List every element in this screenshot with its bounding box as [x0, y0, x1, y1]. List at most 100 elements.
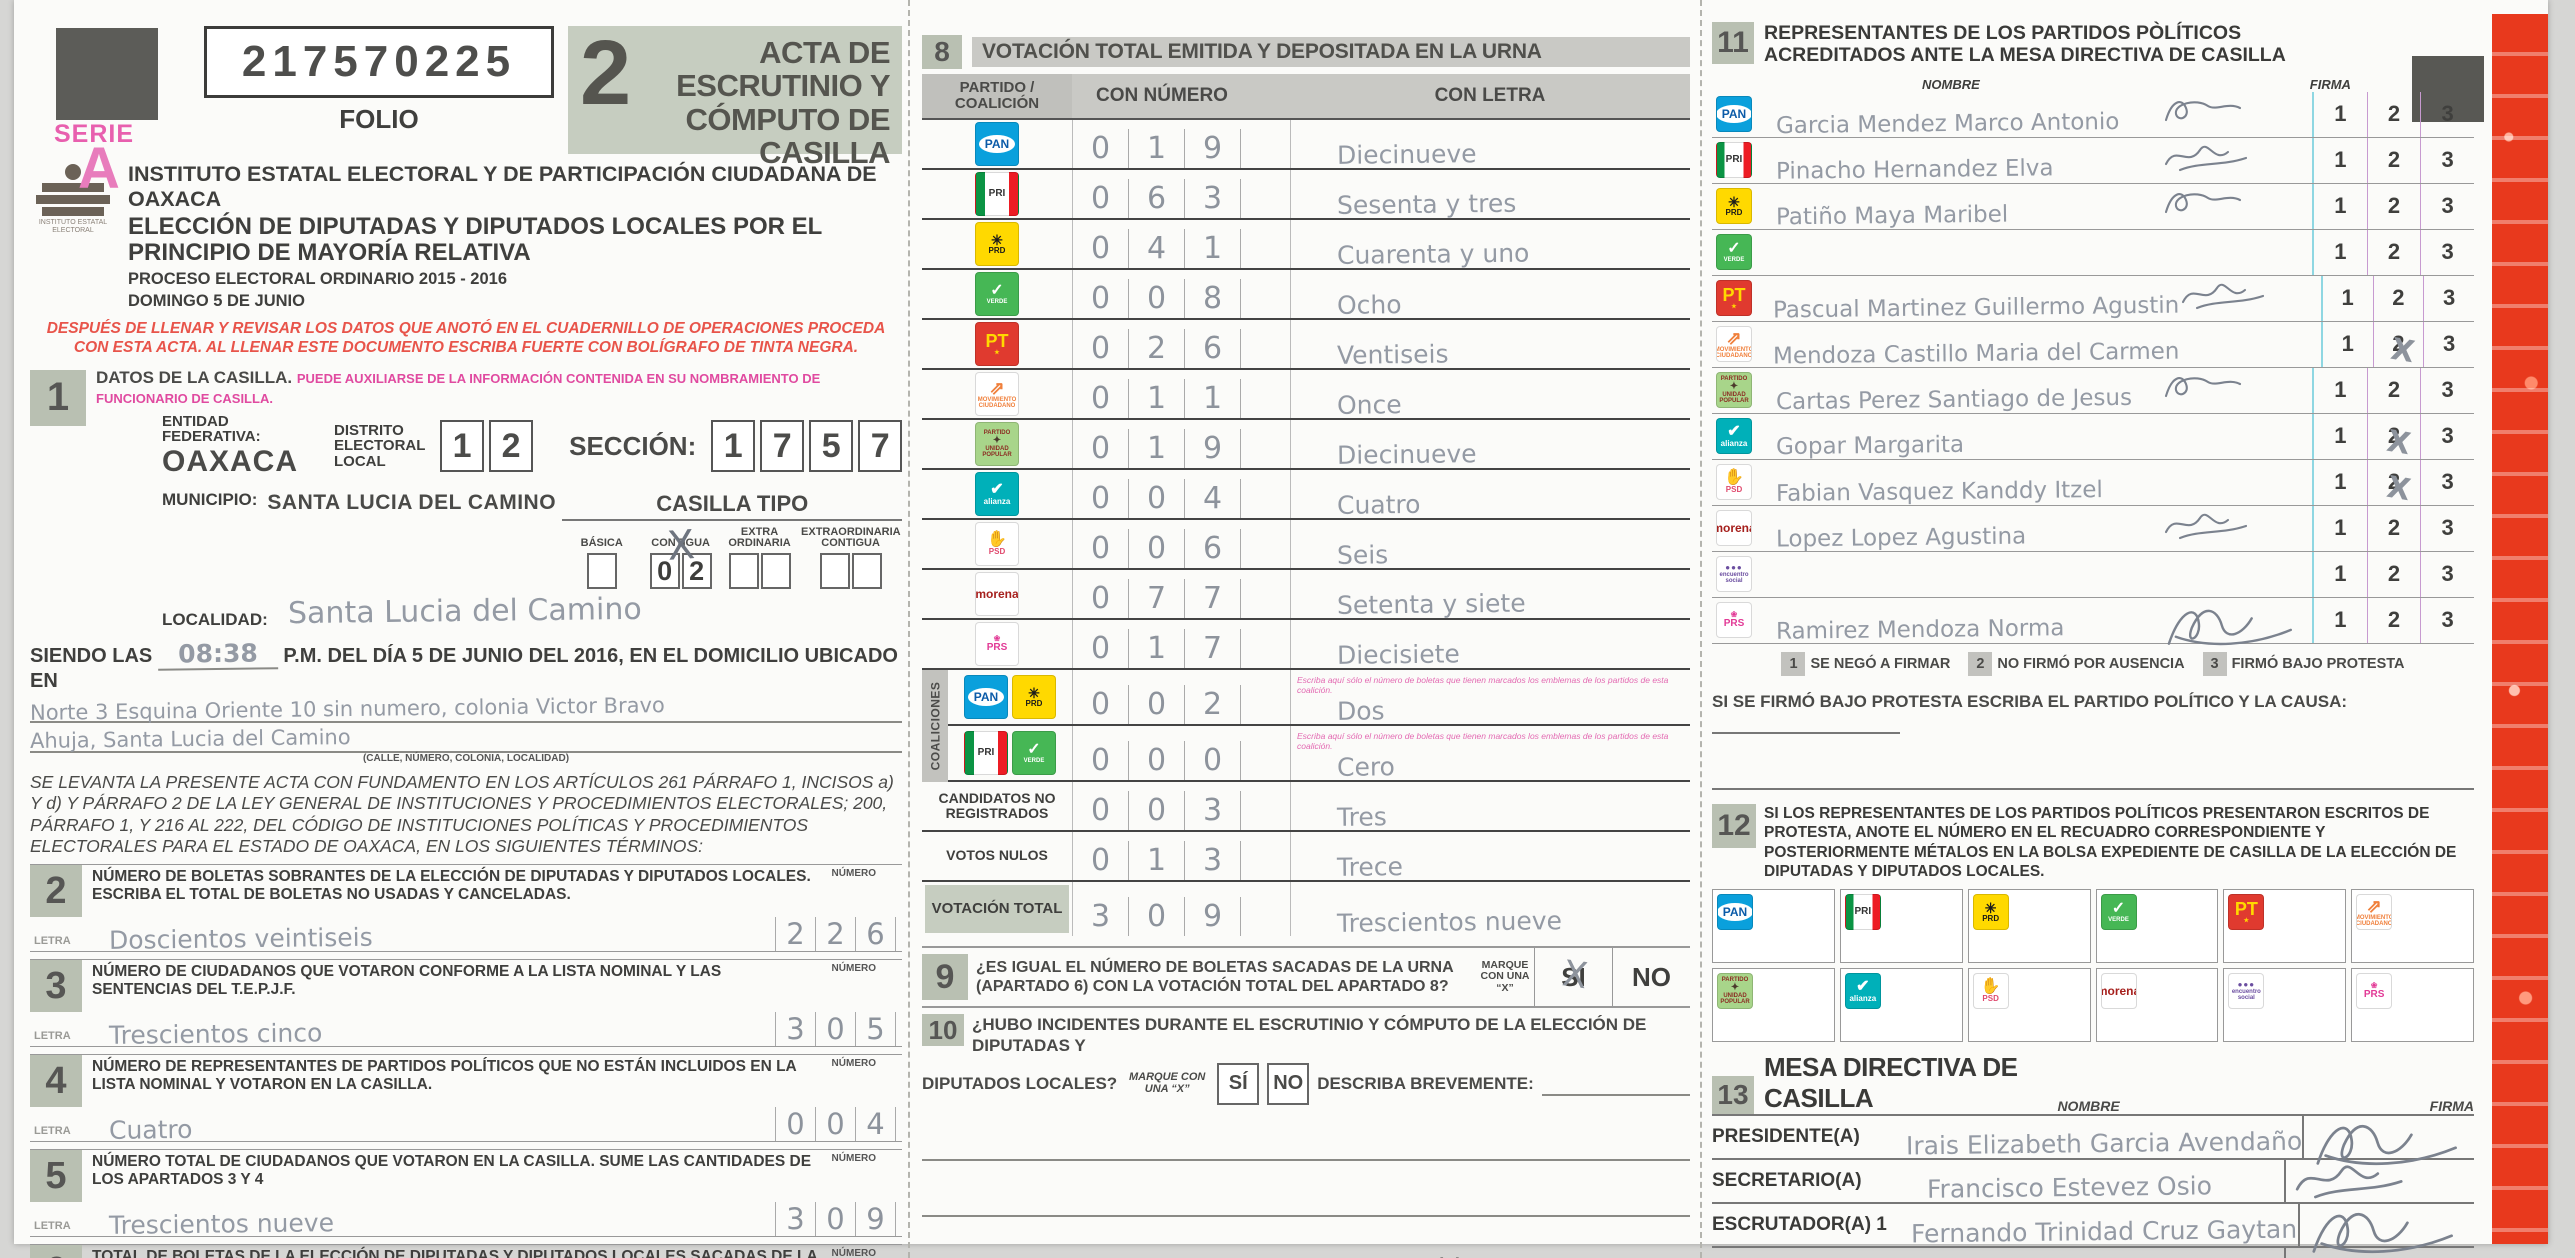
- status-box-3[interactable]: 3: [2420, 137, 2474, 183]
- rep-firma-pan[interactable]: [2162, 92, 2312, 137]
- mesa-name[interactable]: Irais Elizabeth Garcia Avendaño: [1905, 1126, 2303, 1161]
- rep-name-pt[interactable]: Pascual Martinez Guillermo Agustin: [1772, 292, 2180, 324]
- status-box-3[interactable]: 3: [2420, 551, 2474, 597]
- vote-letra-cell[interactable]: Once: [1290, 370, 1690, 420]
- domicilio-line-1[interactable]: Norte 3 Esquina Oriente 10 sin numero, c…: [29, 693, 665, 725]
- rep-name-pan[interactable]: Garcia Mendez Marco Antonio: [1775, 108, 2120, 139]
- rep-name-mc[interactable]: Mendoza Castillo Maria del Carmen: [1772, 338, 2180, 370]
- mesa-firma[interactable]: [2302, 1116, 2474, 1166]
- status-box-2[interactable]: 2: [2366, 551, 2421, 597]
- status-box-1[interactable]: 1: [2334, 239, 2347, 265]
- section-9-no-option[interactable]: NO: [1612, 948, 1690, 1006]
- seccion-digit[interactable]: 7: [858, 420, 903, 473]
- status-box-3[interactable]: 3: [2420, 597, 2474, 643]
- mesa-name[interactable]: Gisela Calderon Sanchez: [1927, 1248, 2284, 1258]
- status-box-3[interactable]: 3: [2420, 183, 2474, 229]
- seccion-digit[interactable]: 1: [711, 420, 756, 473]
- status-box-1[interactable]: 1: [2334, 193, 2347, 219]
- describa-line[interactable]: [1541, 1072, 1690, 1096]
- protest-box-es[interactable]: ●●● encuentro social: [2223, 968, 2347, 1043]
- status-box-3[interactable]: 3: [2420, 229, 2474, 275]
- protest-box-psd[interactable]: ✋ PSD: [1967, 968, 2091, 1043]
- status-box-1[interactable]: 1: [2334, 423, 2347, 449]
- status-box-2[interactable]: 2: [2366, 229, 2421, 275]
- vote-letra-cell[interactable]: Escriba aquí sólo el número de boletas q…: [1290, 670, 1690, 726]
- section-10-si-box[interactable]: SÍ: [1217, 1062, 1260, 1105]
- status-box-2[interactable]: 2: [2366, 597, 2421, 643]
- vote-letra-cell[interactable]: Sesenta y tres: [1290, 170, 1690, 220]
- letra-value[interactable]: Trescientos cinco: [108, 1018, 323, 1051]
- letra-value[interactable]: Doscientos veintiseis: [108, 923, 373, 956]
- rep-firma-pri[interactable]: [2162, 138, 2312, 183]
- status-box-2[interactable]: 2: [2366, 91, 2421, 137]
- rep-name-es[interactable]: [1776, 552, 2162, 597]
- rep-firma-pt[interactable]: [2179, 276, 2321, 321]
- incident-line-1[interactable]: [922, 1105, 1690, 1161]
- status-box-1[interactable]: 1: [2334, 147, 2347, 173]
- status-box-1[interactable]: 1: [2334, 607, 2347, 633]
- rep-firma-es[interactable]: [2162, 552, 2312, 597]
- status-box-3[interactable]: 3: [2420, 413, 2474, 459]
- extra-box-1[interactable]: [728, 553, 759, 590]
- extcont-box-1[interactable]: [819, 553, 850, 590]
- vote-letra-cell[interactable]: Setenta y siete: [1290, 570, 1690, 620]
- protest-box-verde[interactable]: ✓ VERDE: [2095, 889, 2219, 964]
- vote-letra-cell[interactable]: Trescientos nueve: [1290, 882, 1690, 938]
- protest-box-pan[interactable]: PAN: [1712, 889, 1835, 964]
- protest-box-prd[interactable]: ✳ PRD: [1967, 889, 2091, 964]
- mesa-name[interactable]: Francisco Estevez Osio: [1926, 1171, 2213, 1205]
- status-box-3[interactable]: 3: [2420, 505, 2474, 551]
- rep-firma-prd[interactable]: [2162, 184, 2312, 229]
- protest-box-alianza[interactable]: ✔ alianza: [1839, 968, 1963, 1043]
- rep-name-psd[interactable]: Fabian Vasquez Kanddy Itzel: [1775, 476, 2103, 507]
- rep-name-pri[interactable]: Pinacho Hernandez Elva: [1775, 155, 2054, 185]
- rep-firma-pup[interactable]: [2162, 368, 2312, 413]
- seccion-digit[interactable]: 5: [809, 420, 854, 473]
- rep-name-pup[interactable]: Cartas Perez Santiago de Jesus: [1775, 384, 2133, 416]
- localidad-value[interactable]: Santa Lucia del Camino: [287, 591, 642, 632]
- status-box-2[interactable]: 2: [2366, 505, 2421, 551]
- status-box-3[interactable]: 3: [2420, 459, 2474, 505]
- section-10-no-box[interactable]: NO: [1267, 1062, 1310, 1105]
- mesa-firma[interactable]: [2297, 1204, 2474, 1254]
- distrito-digit[interactable]: 2: [489, 420, 534, 473]
- status-box-3[interactable]: 3: [2423, 275, 2474, 321]
- status-box-2[interactable]: 2: [2366, 137, 2421, 183]
- vote-letra-cell[interactable]: Tres: [1290, 782, 1690, 832]
- rep-firma-verde[interactable]: [2162, 230, 2312, 275]
- vote-letra-cell[interactable]: Ventiseis: [1290, 320, 1690, 370]
- status-box-3[interactable]: 3: [2420, 91, 2474, 137]
- status-box-2[interactable]: 2: [2372, 275, 2424, 321]
- rep-firma-alianza[interactable]: [2162, 414, 2312, 459]
- extra-box-2[interactable]: [760, 553, 791, 590]
- status-box-1[interactable]: 1: [2334, 377, 2347, 403]
- protest-box-morena[interactable]: morena: [2095, 968, 2219, 1043]
- mesa-name[interactable]: Fernando Trinidad Cruz Gaytan: [1911, 1214, 2298, 1249]
- letra-value[interactable]: Trescientos nueve: [108, 1208, 334, 1241]
- contigua-digit[interactable]: 0: [649, 553, 680, 590]
- protest-box-mc[interactable]: ⇗ MOVIMIENTO CIUDADANO: [2351, 889, 2474, 964]
- protesta-input-line[interactable]: [1712, 712, 1900, 734]
- rep-name-prd[interactable]: Patiño Maya Maribel: [1775, 201, 2009, 231]
- distrito-digit[interactable]: 1: [440, 420, 485, 473]
- status-box-1[interactable]: 1: [2334, 515, 2347, 541]
- mesa-firma[interactable]: [2284, 1160, 2474, 1203]
